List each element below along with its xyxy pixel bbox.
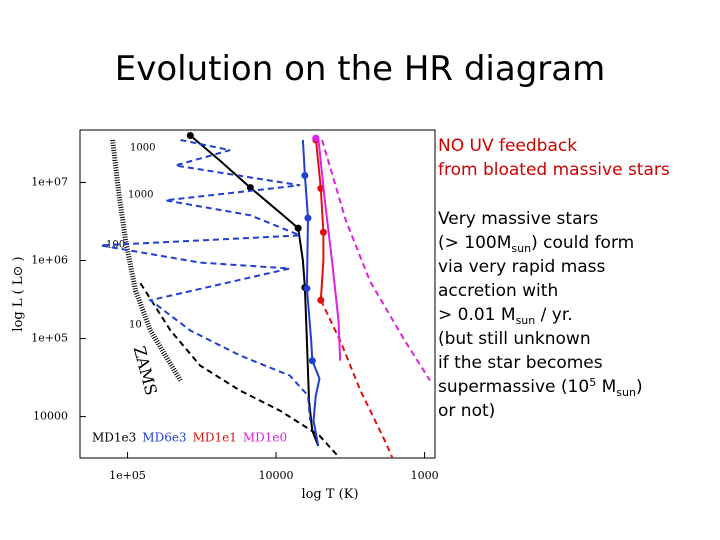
- track-solid: [314, 138, 325, 301]
- legend-entry: MD6e3: [142, 431, 186, 445]
- track-dot: [186, 131, 194, 139]
- track-dashed: [139, 282, 341, 458]
- track-solid: [189, 134, 320, 447]
- body-line: accretion with: [438, 281, 558, 301]
- track-dot: [317, 296, 325, 304]
- y-tick-label: 10000: [33, 410, 68, 423]
- highlight-line: from bloated massive stars: [438, 160, 670, 180]
- body-line: (but still unknown: [438, 329, 591, 349]
- track-dot: [294, 224, 302, 232]
- text-run: sun: [616, 386, 636, 399]
- track-solid: [317, 137, 342, 361]
- text-run: via very rapid mass: [438, 257, 606, 277]
- body-line: > 0.01 Msun / yr.: [438, 305, 573, 327]
- text-run: ): [636, 377, 643, 397]
- y-tick-label: 1e+07: [31, 175, 68, 188]
- body-line: (> 100Msun) could form: [438, 233, 634, 255]
- highlight-line: NO UV feedback: [438, 136, 577, 156]
- text-run: / yr.: [535, 305, 572, 325]
- body-line: via very rapid mass: [438, 257, 606, 277]
- x-tick-label: 1e+05: [109, 469, 146, 482]
- text-run: 5: [589, 376, 596, 389]
- text-run: if the star becomes: [438, 353, 603, 373]
- y-tick-label: 1e+05: [31, 332, 68, 345]
- text-run: Very massive stars: [438, 209, 598, 229]
- track-dot: [303, 284, 311, 292]
- mass-label: 10: [129, 320, 142, 331]
- text-run: > 0.01 M: [438, 305, 516, 325]
- body-line: or not): [438, 401, 495, 421]
- text-run: or not): [438, 401, 495, 421]
- track-solid: [301, 139, 321, 447]
- text-run: M: [596, 377, 616, 397]
- mass-label: 1000: [130, 143, 155, 154]
- track-dashed: [319, 299, 394, 458]
- zams-label: ZAMS: [130, 344, 161, 397]
- x-axis-label: log T (K): [301, 487, 358, 502]
- plot-frame: [79, 129, 436, 459]
- track-dashed: [321, 139, 431, 382]
- body-line: supermassive (105 Msun): [438, 376, 643, 399]
- legend-entry: MD1e1: [193, 431, 237, 445]
- body-line: Very massive stars: [438, 209, 598, 229]
- track-dashed: [100, 139, 312, 421]
- track-dot: [319, 228, 327, 236]
- mass-label: 1000: [128, 190, 153, 201]
- text-run: ) could form: [531, 233, 634, 253]
- track-dot: [301, 171, 309, 179]
- y-tick-label: 1e+06: [31, 254, 68, 267]
- track-dot: [304, 214, 312, 222]
- notes: NO UV feedback from bloated massive stars…: [438, 136, 670, 421]
- track-dot: [246, 184, 254, 192]
- text-run: (but still unknown: [438, 329, 591, 349]
- text-run: supermassive (10: [438, 377, 589, 397]
- y-axis-label: log L ( L⊙ ): [11, 256, 26, 331]
- track-dot: [312, 134, 320, 142]
- x-tick-label: 10000: [259, 469, 294, 482]
- legend-entry: MD1e0: [243, 431, 287, 445]
- text-run: accretion with: [438, 281, 558, 301]
- body-line: if the star becomes: [438, 353, 603, 373]
- text-run: sun: [511, 242, 531, 255]
- legend-entry: MD1e3: [92, 431, 136, 445]
- text-run: (> 100M: [438, 233, 511, 253]
- track-dot: [308, 357, 316, 365]
- text-run: sun: [516, 314, 536, 327]
- slide-title: Evolution on the HR diagram: [115, 49, 605, 89]
- x-tick-label: 1000: [411, 469, 439, 482]
